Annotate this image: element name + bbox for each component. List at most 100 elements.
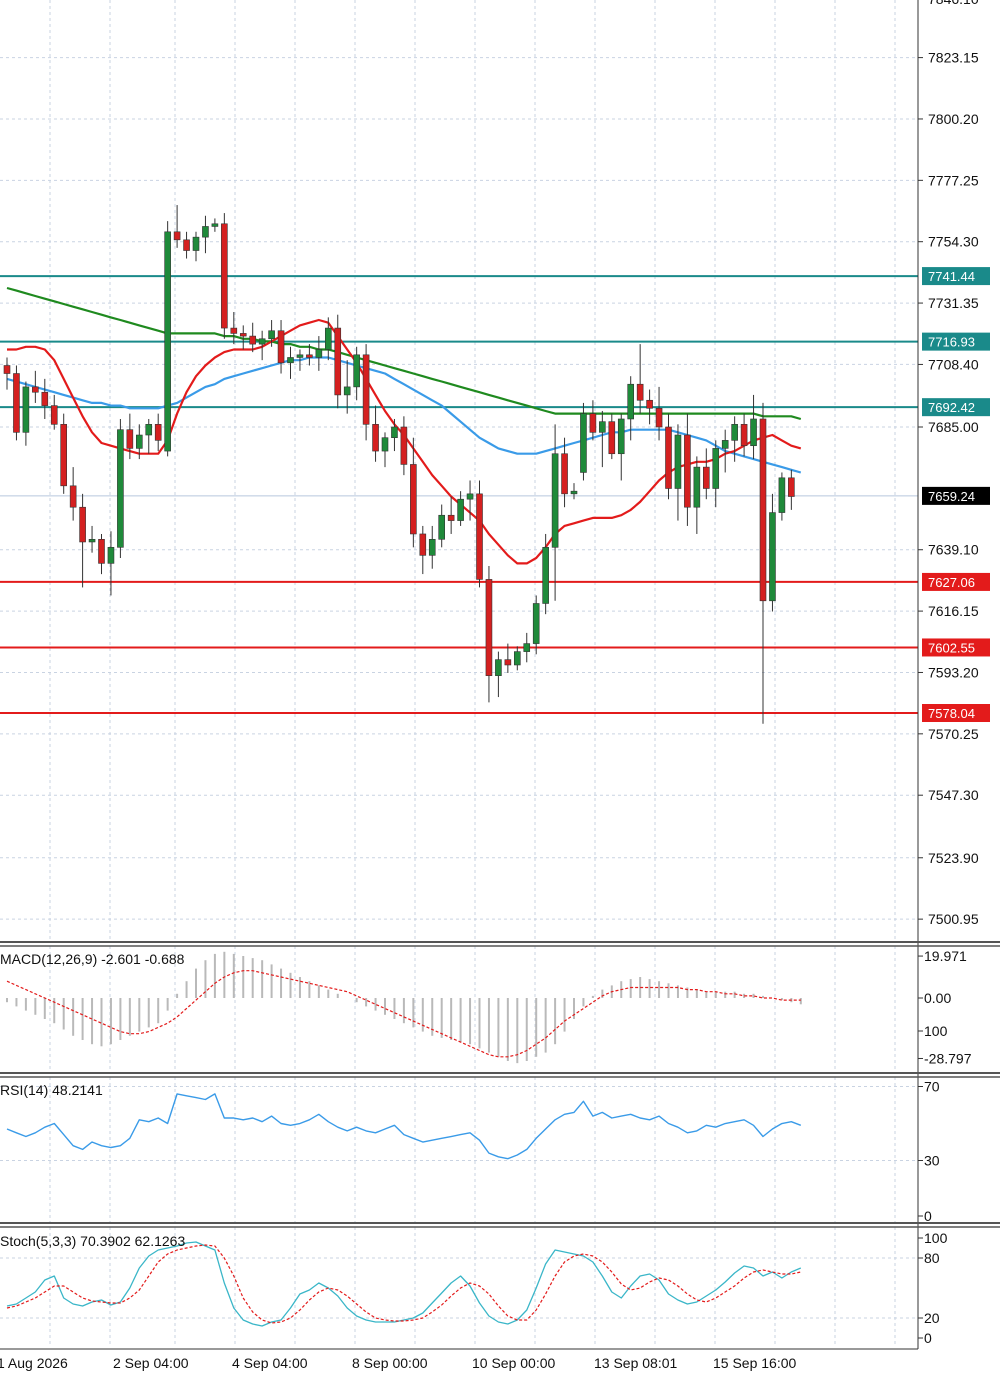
level-tag-label: 7692.42 [928,400,975,415]
candle-down [400,426,408,465]
rsi-tick-label: 30 [924,1153,940,1169]
level-tag-label: 7578.04 [928,706,975,721]
time-label: 4 Sep 04:00 [232,1355,308,1371]
price-tick-label: 7685.00 [928,419,979,435]
candle-down [740,424,748,447]
candle-up [211,223,219,227]
candle-down [126,429,134,449]
candle-down [3,365,11,374]
candle-up [542,547,549,604]
candle-up [164,231,171,452]
candle-down [362,354,370,425]
candle-up [343,386,351,396]
candle-up [731,424,738,441]
level-tag-label: 7741.44 [928,269,975,284]
level-tag [922,704,990,723]
rsi-tick-label: 0 [924,1208,932,1224]
level-tag-label: 7627.06 [928,575,975,590]
candle-up [466,493,474,500]
candle-up [495,659,502,676]
level-tag-label: 7716.93 [928,335,975,350]
stoch-tick-label: 100 [924,1230,948,1246]
candle-up [457,498,464,521]
candle-up [381,437,389,452]
candle-down [759,418,767,602]
candle-up [721,440,729,449]
price-tick-label: 7708.40 [928,356,979,372]
current-price-label: 7659.24 [928,489,975,504]
candle-up [88,539,96,543]
candle-down [79,506,86,543]
time-label: 1 Aug 2026 [0,1355,68,1371]
candle-up [570,490,578,495]
price-tick-label: 7823.15 [928,50,979,66]
stoch-tick-label: 0 [924,1330,932,1346]
price-tick-label-top: 7846.10 [928,0,979,7]
rsi-label: RSI(14) 48.2141 [0,1082,103,1098]
candle-down [230,327,238,334]
candle-up [750,418,757,447]
candle-down [221,223,228,329]
candle-down [183,239,190,251]
candle-down [684,434,691,508]
candle-up [287,357,294,364]
candle-down [702,466,710,489]
level-tag-label: 7602.55 [928,640,975,655]
candle-up [296,354,304,358]
time-label: 2 Sep 04:00 [113,1355,189,1371]
macd-tick-label: 19.971 [924,948,967,964]
rsi-line [6,1093,802,1160]
candle-down [306,354,313,358]
candle-up [438,514,446,540]
candle-up [693,466,701,508]
candle-down [277,330,285,364]
candle-down [419,533,427,556]
candle-up [769,512,776,602]
candle-up [202,226,209,238]
price-tick-label: 7593.20 [928,664,979,680]
candle-up [136,434,143,449]
time-label: 10 Sep 00:00 [472,1355,556,1371]
candle-up [551,453,559,548]
rsi-tick-label: 100 [924,1023,948,1039]
price-tick-label: 7754.30 [928,234,979,250]
candle-up [258,338,266,345]
candle-down [50,405,58,425]
candle-down [646,399,653,409]
candles [3,205,795,724]
candle-down [655,407,663,428]
grid [0,0,918,1347]
price-tick-label: 7500.95 [928,911,979,927]
level-tag [922,398,990,417]
macd-tick-label: 0.00 [924,990,951,1006]
candle-up [353,354,360,388]
candle-down [154,424,162,441]
time-label: 8 Sep 00:00 [352,1355,428,1371]
stoch-tick-label: 20 [924,1310,940,1326]
time-label: 15 Sep 16:00 [713,1355,797,1371]
stoch-label: Stoch(5,3,3) 70.3902 62.1263 [0,1233,185,1249]
ma-green-line [6,286,802,421]
candle-down [32,386,39,393]
candle-down [485,579,493,676]
candle-down [13,373,20,433]
candle-down [69,485,77,508]
price-tick-label: 7616.15 [928,603,979,619]
candle-down [372,424,379,452]
stoch-tick-label: 80 [924,1250,940,1266]
macd-label: MACD(12,26,9) -2.601 -0.688 [0,951,185,967]
candle-down [249,335,256,345]
candle-down [589,413,597,433]
candle-up [523,643,531,652]
price-tick-label: 7777.25 [928,172,979,188]
level-tag [922,638,990,657]
macd-signal-line [6,970,801,1058]
candle-down [608,421,616,455]
candle-up [391,426,398,438]
candle-up [324,327,332,350]
candle-down [98,539,105,564]
candle-up [22,386,30,433]
candle-up [599,421,606,433]
candle-up [117,429,124,548]
